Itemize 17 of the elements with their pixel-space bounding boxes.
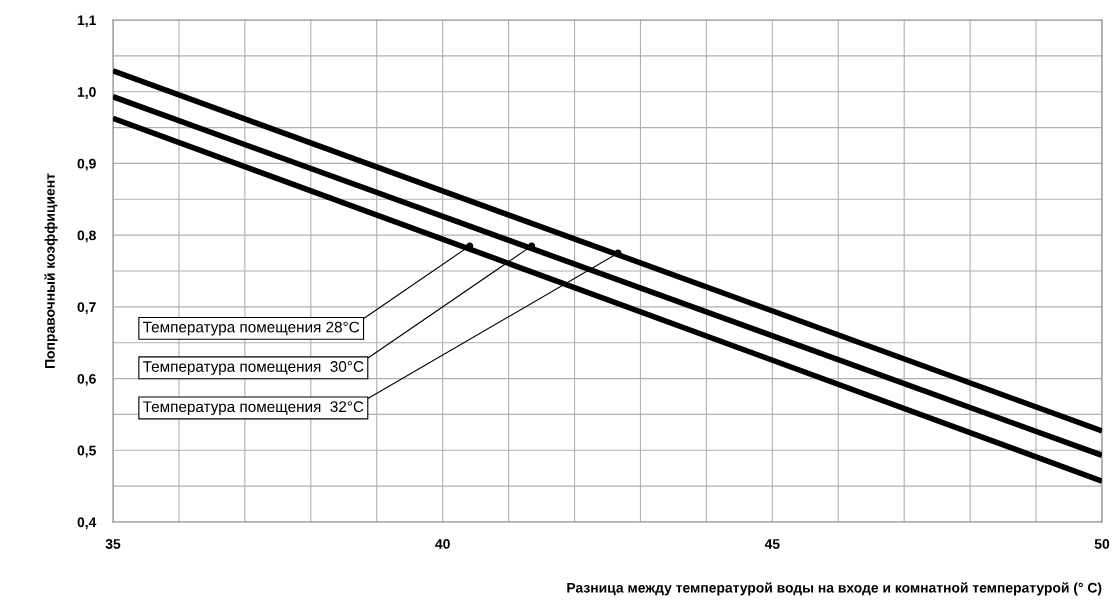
y-tick-label: 1,0 xyxy=(77,87,96,99)
annotation: Температура помещения 28°C xyxy=(143,321,360,336)
y-tick-label: 0,8 xyxy=(77,230,96,243)
annotation: Температура помещения 30°C xyxy=(143,361,364,375)
y-tick-label: 1,1 xyxy=(77,15,96,28)
y-tick-label: 0,7 xyxy=(77,302,96,315)
annotation: Температура помещения 32°C xyxy=(143,401,364,416)
y-tick-label: 0,9 xyxy=(77,158,96,171)
x-tick-label: 35 xyxy=(105,539,121,549)
x-tick-label: 50 xyxy=(1094,539,1110,549)
x-tick-label: 40 xyxy=(435,539,450,549)
x-tick-label: 45 xyxy=(764,539,780,549)
y-tick-label: 0,6 xyxy=(77,373,96,386)
x-axis-title: Разница между температурой воды на входе и комнатной температурой (° C) xyxy=(567,582,1102,596)
y-axis-title: Поправочный коэффициент xyxy=(44,173,58,368)
y-tick-label: 0,5 xyxy=(77,445,96,458)
y-tick-label: 0,4 xyxy=(77,517,97,530)
